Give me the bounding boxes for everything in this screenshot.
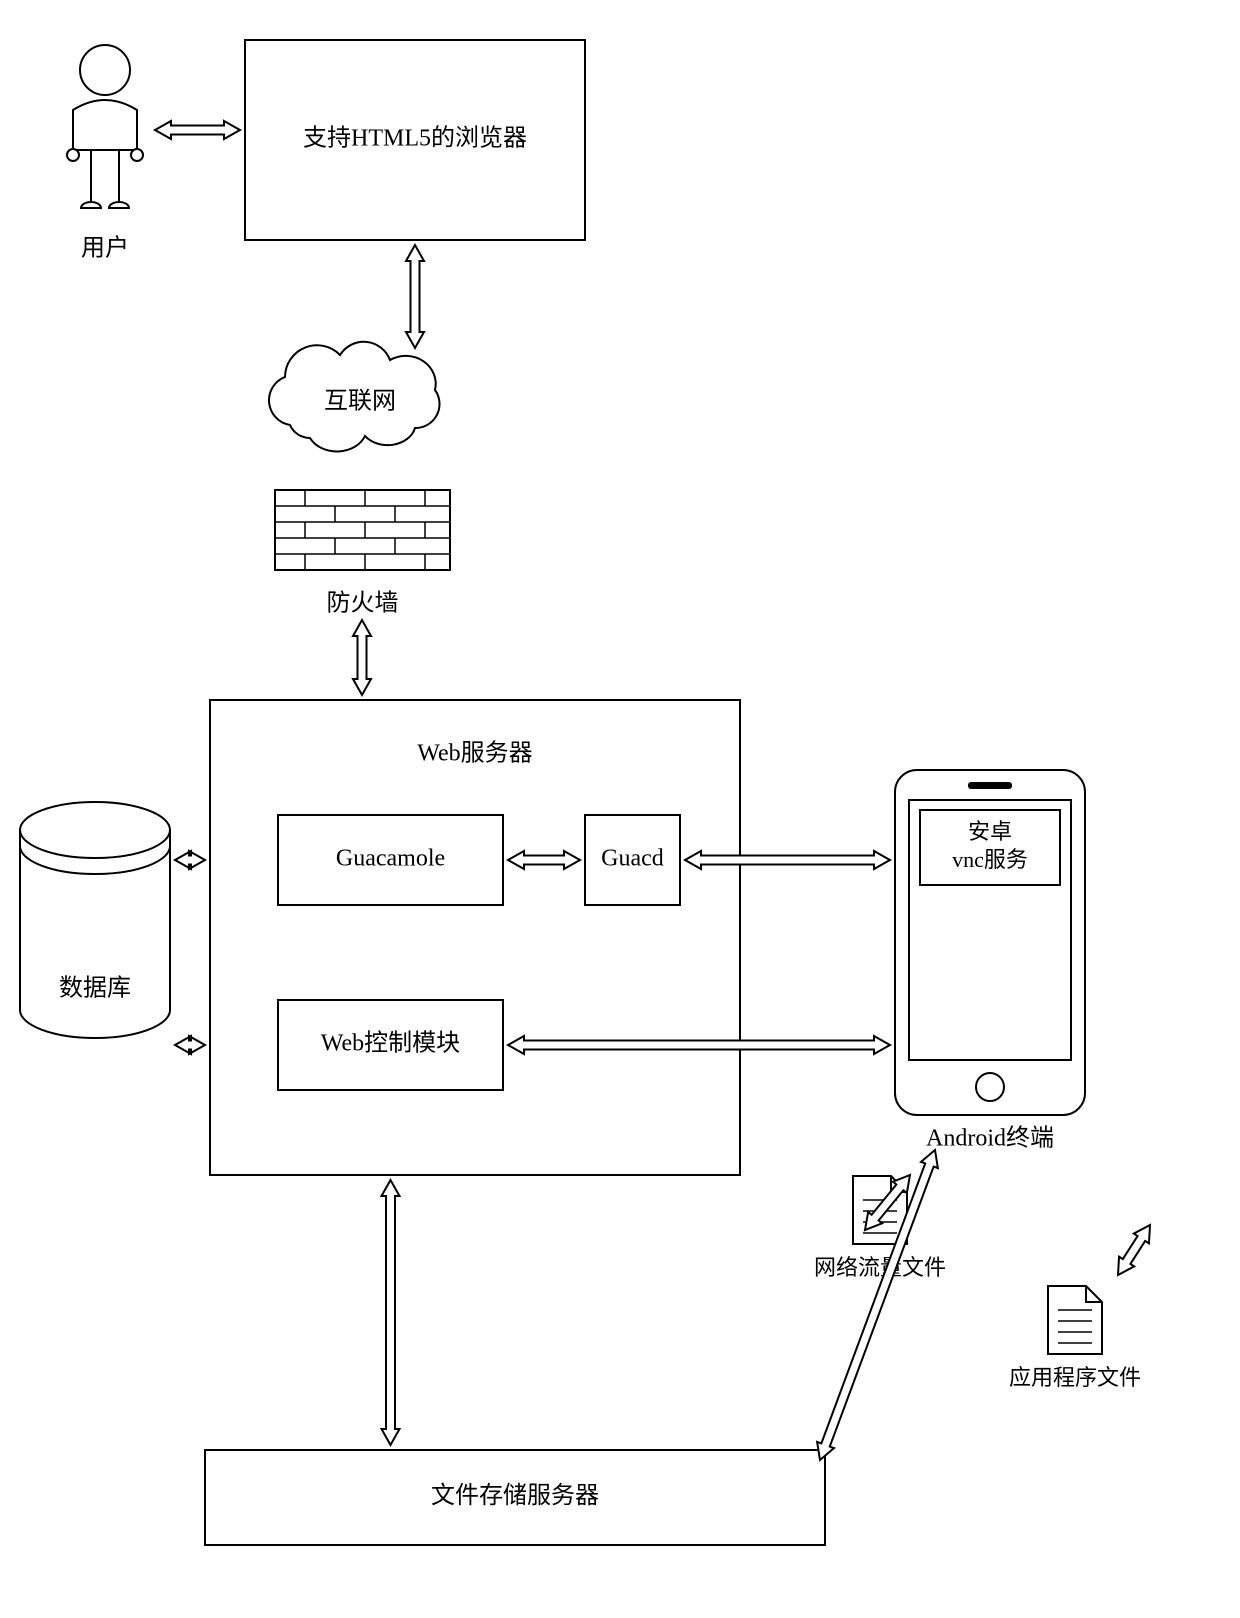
vnc-label-1: 安卓 [968, 819, 1012, 844]
internet-label: 互联网 [324, 388, 396, 415]
arrow-webctrl-filestore [382, 1180, 400, 1445]
app-file-label: 应用程序文件 [1009, 1365, 1141, 1390]
arrow-db-web-1 [175, 851, 205, 869]
guacamole-label: Guacamole [336, 846, 445, 872]
arrow-user-browser [155, 121, 240, 139]
user-icon [67, 45, 143, 208]
webserver-label: Web服务器 [417, 740, 532, 767]
webctrl-label: Web控制模块 [321, 1030, 460, 1057]
firewall-label: 防火墙 [327, 590, 399, 617]
app-file-icon [1048, 1286, 1102, 1354]
firewall-icon [275, 490, 450, 570]
database-label: 数据库 [59, 975, 131, 1002]
arrow-browser-internet [406, 245, 424, 348]
webserver-box [210, 700, 740, 1175]
filestore-label: 文件存储服务器 [431, 1482, 599, 1509]
browser-label: 支持HTML5的浏览器 [303, 125, 527, 152]
guacd-label: Guacd [601, 846, 664, 872]
user-label: 用户 [81, 235, 129, 262]
traffic-file-label: 网络流量文件 [814, 1255, 946, 1280]
arrow-appfile-small [1118, 1225, 1150, 1275]
vnc-label-2: vnc服务 [952, 847, 1028, 872]
android-label: Android终端 [926, 1125, 1054, 1152]
database-icon [20, 802, 170, 1038]
arrow-db-web-2 [175, 1036, 205, 1054]
arrow-firewall-webserver [353, 620, 371, 695]
